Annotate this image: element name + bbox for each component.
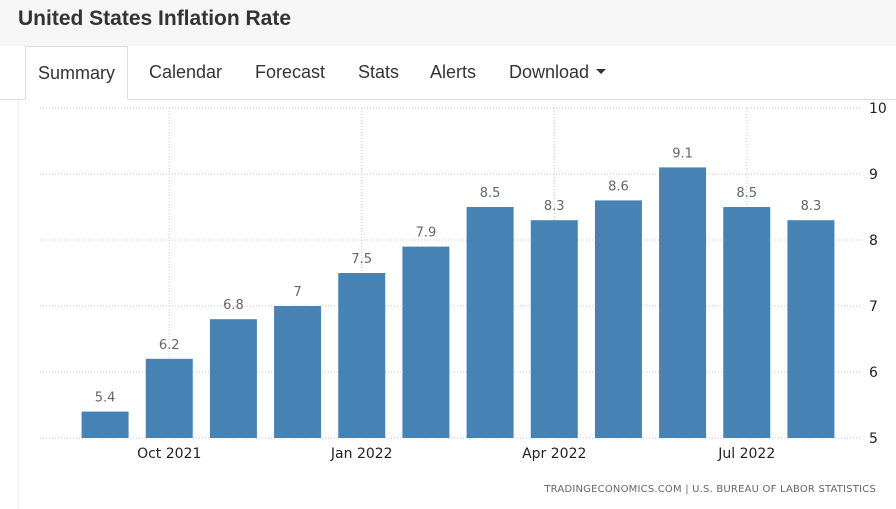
- tab-calendar[interactable]: Calendar: [149, 46, 222, 99]
- bar[interactable]: [594, 200, 642, 438]
- bar[interactable]: [530, 220, 578, 438]
- tab-alerts-label: Alerts: [430, 62, 477, 82]
- x-tick-label: Jan 2022: [330, 446, 393, 462]
- x-tick-label: Jul 2022: [717, 446, 775, 462]
- data-label: 5.4: [95, 391, 116, 406]
- title-bar: United States Inflation Rate: [0, 0, 896, 47]
- tab-stats[interactable]: Stats: [358, 46, 399, 99]
- tab-forecast[interactable]: Forecast: [255, 46, 325, 99]
- tab-download-label: Download: [509, 62, 590, 82]
- bar[interactable]: [209, 319, 257, 438]
- y-tick-label: 9: [869, 167, 878, 183]
- tab-download[interactable]: Download: [509, 46, 607, 99]
- data-label: 6.8: [223, 298, 244, 313]
- panel-border: [18, 100, 19, 509]
- data-label: 8.5: [480, 186, 501, 201]
- y-tick-label: 8: [869, 233, 878, 249]
- data-label: 7: [293, 285, 301, 300]
- tab-stats-label: Stats: [358, 62, 400, 82]
- data-label: 8.3: [801, 199, 822, 214]
- bar[interactable]: [81, 411, 129, 438]
- tab-calendar-label: Calendar: [149, 62, 223, 82]
- tab-forecast-label: Forecast: [255, 62, 326, 82]
- page-title: United States Inflation Rate: [18, 7, 292, 30]
- chevron-down-icon: [596, 68, 607, 74]
- y-tick-label: 5: [869, 431, 878, 447]
- bar[interactable]: [402, 246, 450, 438]
- data-label: 7.9: [416, 226, 437, 241]
- data-label: 8.5: [736, 186, 757, 201]
- data-label: 7.5: [351, 252, 372, 267]
- tab-alerts[interactable]: Alerts: [430, 46, 476, 99]
- bar[interactable]: [274, 306, 322, 438]
- bar[interactable]: [787, 220, 835, 438]
- bar[interactable]: [145, 358, 193, 438]
- data-label: 6.2: [159, 338, 180, 353]
- bar[interactable]: [659, 167, 707, 438]
- data-labels: 5.4 6.2 6.8 7 7.5 7.9 8.5 8.3 8.6 9.1 8.5 8.3: [95, 146, 822, 405]
- y-tick-label: 10: [869, 101, 887, 117]
- data-label: 8.6: [608, 179, 629, 194]
- source-credit: TRADINGECONOMICS.COM | U.S. BUREAU OF LA…: [544, 484, 876, 495]
- tab-summary-label: Summary: [38, 63, 116, 83]
- bar[interactable]: [723, 207, 771, 438]
- bar[interactable]: [338, 273, 386, 438]
- x-tick-label: Oct 2021: [137, 446, 201, 462]
- x-axis: Oct 2021 Jan 2022 Apr 2022 Jul 2022: [137, 446, 775, 462]
- tab-summary[interactable]: Summary: [25, 46, 129, 100]
- x-tick-label: Apr 2022: [522, 446, 586, 462]
- y-axis: 5 6 7 8 9 10: [869, 101, 887, 447]
- bars: [81, 167, 835, 438]
- data-label: 8.3: [544, 199, 565, 214]
- y-tick-label: 7: [869, 299, 878, 315]
- y-tick-label: 6: [869, 365, 878, 381]
- tab-bar: Summary Calendar Forecast Stats Alerts D…: [0, 46, 896, 100]
- data-label: 9.1: [672, 146, 693, 161]
- bar[interactable]: [466, 207, 514, 438]
